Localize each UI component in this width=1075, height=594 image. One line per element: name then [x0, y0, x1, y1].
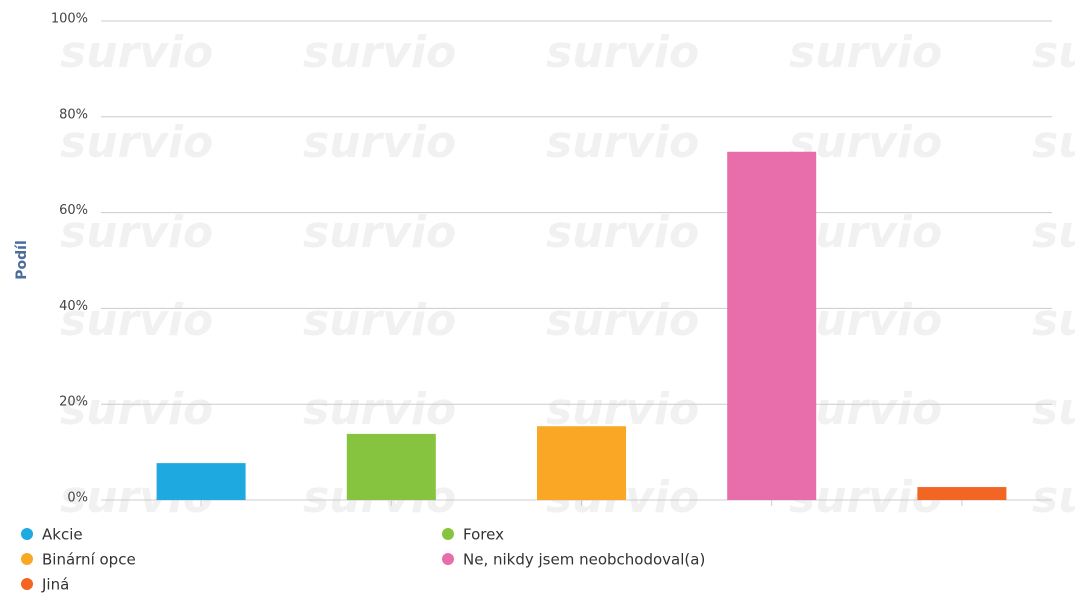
- watermark: survio: [1032, 117, 1075, 168]
- watermark: survio: [789, 27, 942, 78]
- legend-label: Jiná: [41, 576, 69, 594]
- bar: [346, 433, 436, 500]
- bar: [917, 487, 1007, 500]
- watermark: survio: [60, 117, 213, 168]
- watermark: survio: [60, 207, 213, 258]
- y-tick-label: 100%: [51, 12, 88, 27]
- legend-marker: [442, 528, 454, 540]
- bar: [537, 426, 626, 500]
- y-axis-label: Podíl: [14, 240, 30, 280]
- watermark: survio: [546, 295, 699, 346]
- legend-label: Ne, nikdy jsem neobchodoval(a): [463, 551, 705, 569]
- y-tick-label: 0%: [67, 491, 88, 506]
- watermark: survio: [303, 27, 456, 78]
- watermark: survio: [1032, 384, 1075, 435]
- bar: [727, 151, 817, 500]
- y-tick-label: 60%: [59, 203, 88, 218]
- watermark: survio: [303, 384, 456, 435]
- y-tick-label: 20%: [59, 395, 88, 410]
- watermark: survio: [60, 384, 213, 435]
- watermark: survio: [303, 207, 456, 258]
- y-tick-label: 80%: [59, 107, 88, 122]
- legend-label: Binární opce: [42, 551, 136, 569]
- watermark-layer: survio survio survio survio survio survio surv…: [60, 27, 1075, 523]
- legend-label: Akcie: [42, 526, 83, 544]
- legend-marker: [442, 553, 454, 565]
- watermark: survio: [303, 295, 456, 346]
- legend-marker: [21, 578, 33, 590]
- watermark: survio: [1032, 27, 1075, 78]
- watermark: survio: [1032, 207, 1075, 258]
- watermark: survio: [546, 207, 699, 258]
- watermark: survio: [60, 27, 213, 78]
- watermark: survio: [546, 27, 699, 78]
- y-tick-label: 40%: [59, 299, 88, 314]
- legend-label: Forex: [463, 526, 504, 544]
- watermark: survio: [60, 295, 213, 346]
- watermark: survio: [1032, 472, 1075, 523]
- watermark: survio: [1032, 295, 1075, 346]
- watermark: survio: [303, 117, 456, 168]
- legend-marker: [21, 553, 33, 565]
- watermark: survio: [546, 117, 699, 168]
- legend-marker: [21, 528, 33, 540]
- bar: [156, 463, 246, 500]
